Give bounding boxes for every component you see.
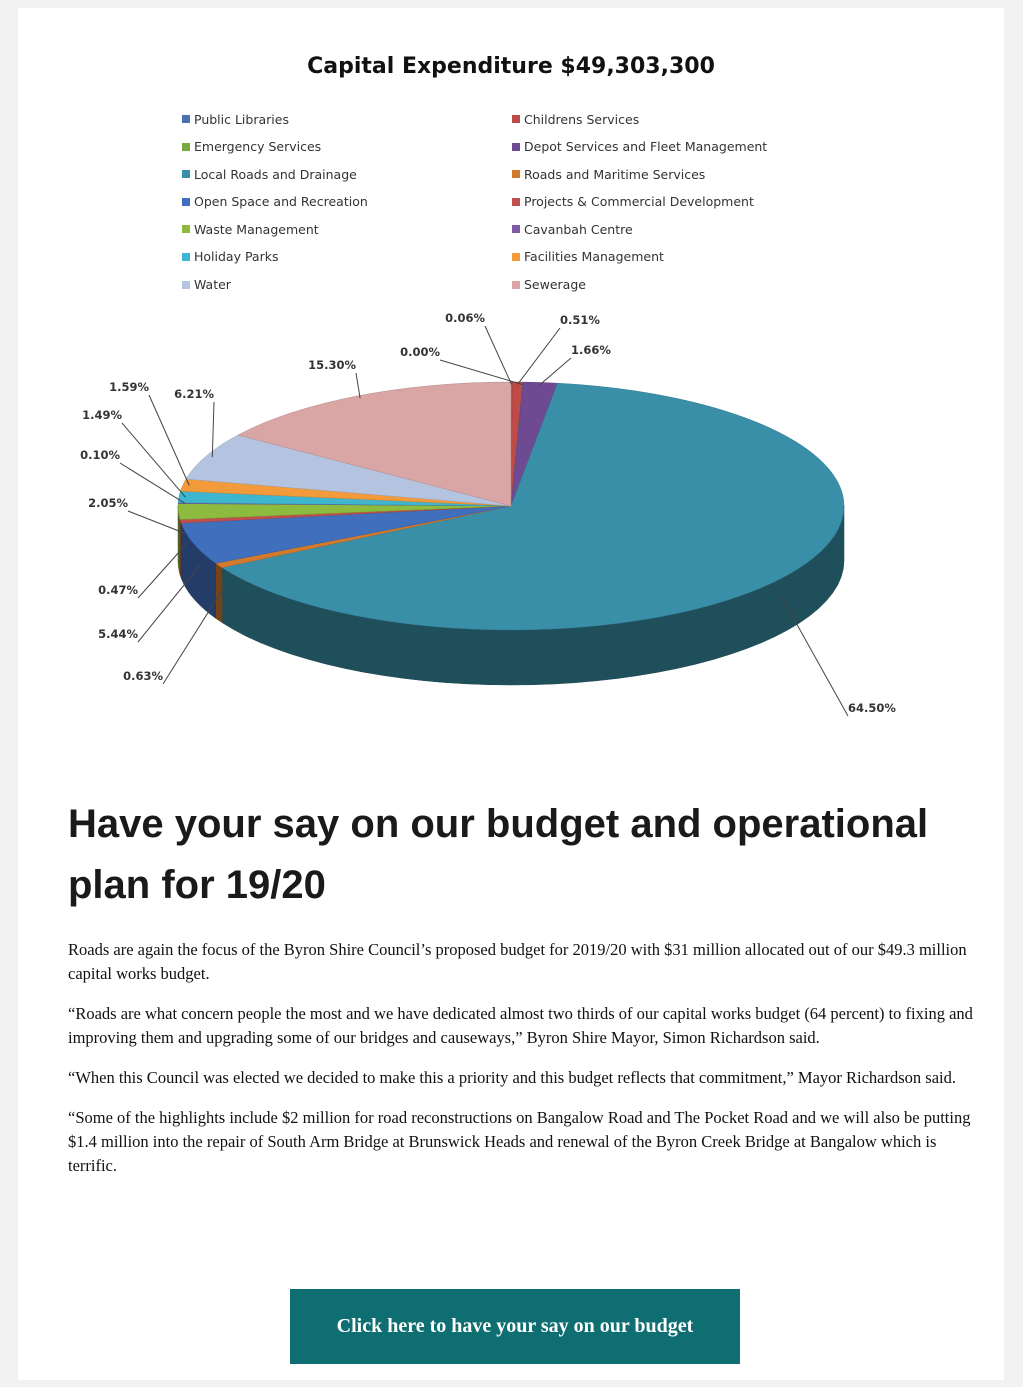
legend-swatch [512,225,520,234]
data-label-leader [162,586,226,685]
data-label: 5.44% [98,627,138,641]
article-paragraph: “When this Council was elected we decide… [68,1068,957,1087]
legend-label: Projects & Commercial Development [524,194,754,210]
legend-item: Holiday Parks [182,247,512,267]
pie-chart: 0.06% 0.51% 0.00% 1.66% 64.50% 0.63% 5.44% 0.47… [80,311,896,717]
legend-swatch [512,142,520,151]
legend-swatch [182,225,190,234]
data-label: 0.06% [445,311,485,325]
pie-slice [221,382,845,631]
legend-item: Waste Management [182,219,512,239]
data-label: 2.05% [88,496,128,510]
data-label-leader [780,595,849,717]
data-label: 0.00% [400,345,440,359]
data-label-leader [517,327,561,385]
data-label: 1.49% [82,408,122,422]
legend-swatch [182,197,190,206]
legend-item: Public Libraries [182,109,512,129]
data-label: 0.47% [98,583,138,597]
data-label-leader [539,357,572,386]
legend-item: Open Space and Recreation [182,192,512,212]
pie-slice [185,434,512,507]
data-label-leader [211,401,215,458]
legend-label: Facilities Management [524,249,664,265]
data-label-leader [137,564,201,643]
legend-item: Projects & Commercial Development [512,192,802,212]
data-label: 6.21% [174,387,214,401]
legend-swatch [512,280,520,289]
legend-label: Open Space and Recreation [194,194,368,210]
data-label: 0.10% [80,448,120,462]
chart-title: Capital Expenditure $49,303,300 [307,54,715,79]
legend-item: Emergency Services [182,137,512,157]
legend-label: Emergency Services [194,139,322,155]
legend-label: Waste Management [194,221,319,237]
legend-label: Water [194,277,231,293]
data-label-leader [484,325,513,385]
data-label-leader [355,372,361,399]
legend-label: Public Libraries [194,111,289,127]
legend-swatch [182,142,190,151]
legend-swatch [182,170,190,179]
data-label-leader [121,422,186,498]
legend-item: Water [182,275,512,295]
data-label: 0.51% [560,313,600,327]
legend-label: Roads and Maritime Services [524,166,706,182]
data-label: 64.50% [848,701,896,715]
legend-item: Local Roads and Drainage [182,164,512,184]
article-paragraph: “Roads are what concern people the most … [68,1004,973,1047]
data-label: 1.59% [109,380,149,394]
data-label-leader [137,542,188,599]
chart-legend: Public Libraries Childrens Services Emerge… [182,109,802,295]
data-label-leader [127,510,186,534]
legend-item: Facilities Management [512,247,802,267]
data-label-leader [119,462,185,504]
legend-swatch [512,170,520,179]
legend-swatch [182,115,190,123]
legend-item: Childrens Services [512,109,802,129]
legend-label: Childrens Services [524,111,640,127]
legend-item: Cavanbah Centre [512,219,802,239]
legend-label: Sewerage [524,277,586,293]
legend-swatch [512,197,520,206]
legend-item: Roads and Maritime Services [512,164,802,184]
legend-swatch [512,252,520,261]
legend-swatch [512,115,520,123]
data-label: 0.63% [123,669,163,683]
legend-label: Depot Services and Fleet Management [524,139,768,155]
legend-item: Sewerage [512,275,802,295]
legend-label: Holiday Parks [194,249,279,265]
pie-slice [237,381,512,507]
article-body: Roads are again the focus of the Byron S… [68,938,978,1194]
article-headline: Have your say on our budget and operatio… [68,802,929,907]
data-label: 15.30% [308,358,356,372]
data-label-leader [148,394,190,486]
legend-item: Depot Services and Fleet Management [512,137,802,157]
data-label-leader [439,359,523,386]
legend-swatch [182,280,190,289]
article-paragraph: Roads are again the focus of the Byron S… [68,940,967,983]
legend-swatch [182,252,190,261]
legend-label: Local Roads and Drainage [194,166,357,182]
article-paragraph: “Some of the highlights include $2 milli… [68,1108,971,1175]
legend-label: Cavanbah Centre [524,221,633,237]
pie-slice-side [215,562,223,624]
email-page: Capital Expenditure $49,303,300 Public L… [18,8,1004,1380]
data-label: 1.66% [571,343,611,357]
have-your-say-button[interactable]: Click here to have your say on our budge… [290,1289,740,1364]
